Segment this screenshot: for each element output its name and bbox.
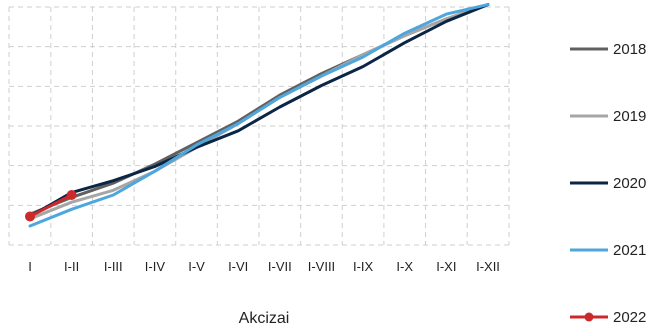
x-tick-label: I-XI (436, 259, 456, 274)
x-tick-label: I-VII (268, 259, 292, 274)
series-line-2022 (28, 193, 74, 218)
x-tick-label: I-VI (228, 259, 248, 274)
data-point-2022 (66, 190, 77, 201)
legend-label-2019: 2019 (613, 108, 646, 125)
series-line-2020 (28, 3, 490, 218)
x-tick-label: I-II (64, 259, 79, 274)
x-tick-label: I (28, 259, 32, 274)
legend-label-2021: 2021 (613, 242, 646, 259)
x-tick-label: I-VIII (308, 259, 335, 274)
legend-label-2018: 2018 (613, 41, 646, 58)
legend: 2018 2019 2020 2021 2022 (570, 41, 646, 326)
series-line-2021 (28, 3, 490, 228)
x-tick-label: I-V (188, 259, 205, 274)
legend-marker-2022 (584, 312, 594, 322)
legend-label-2020: 2020 (613, 175, 646, 192)
x-tick-label: I-X (396, 259, 413, 274)
x-tick-label: I-III (104, 259, 123, 274)
x-tick-label: I-IV (145, 259, 166, 274)
x-axis-ticks: I I-II I-III I-IV I-V I-VI I-VII I-VIII I-IX I-X I… (28, 259, 500, 274)
legend-label-2022: 2022 (613, 309, 646, 326)
x-tick-label: I-IX (353, 259, 374, 274)
series-lines (25, 3, 490, 228)
data-point-2022 (25, 211, 35, 222)
x-axis-label: Akcizai (239, 310, 290, 326)
grid (8, 6, 510, 246)
x-tick-label: I-XII (476, 259, 500, 274)
